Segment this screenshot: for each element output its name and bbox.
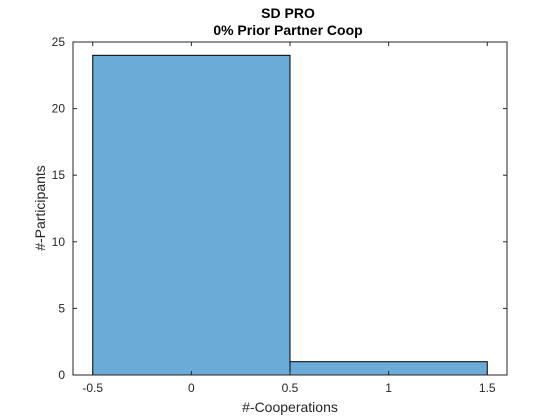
y-tick-label: 20 bbox=[52, 102, 66, 116]
y-tick-label: 10 bbox=[52, 235, 66, 249]
chart-title: SD PRO bbox=[261, 5, 315, 21]
y-axis-label: #-Participants bbox=[32, 165, 48, 251]
y-tick-label: 25 bbox=[52, 35, 66, 49]
y-axis-ticks: 0 5 10 15 20 25 bbox=[52, 35, 507, 382]
y-tick-label: 15 bbox=[52, 168, 66, 182]
y-tick-label: 5 bbox=[58, 301, 65, 315]
x-axis-label: #-Cooperations bbox=[242, 399, 338, 415]
y-tick-label: 0 bbox=[58, 368, 65, 382]
bars-group bbox=[92, 54, 488, 376]
x-tick-label: -0.5 bbox=[82, 381, 103, 395]
chart-subtitle: 0% Prior Partner Coop bbox=[213, 22, 362, 38]
x-tick-label: 1 bbox=[385, 381, 392, 395]
x-tick-label: 0.5 bbox=[282, 381, 299, 395]
x-tick-label: 1.5 bbox=[479, 381, 496, 395]
x-axis-ticks: -0.5 0 0.5 1 1.5 bbox=[82, 42, 496, 395]
x-tick-label: 0 bbox=[188, 381, 195, 395]
histogram-bar bbox=[92, 54, 291, 376]
